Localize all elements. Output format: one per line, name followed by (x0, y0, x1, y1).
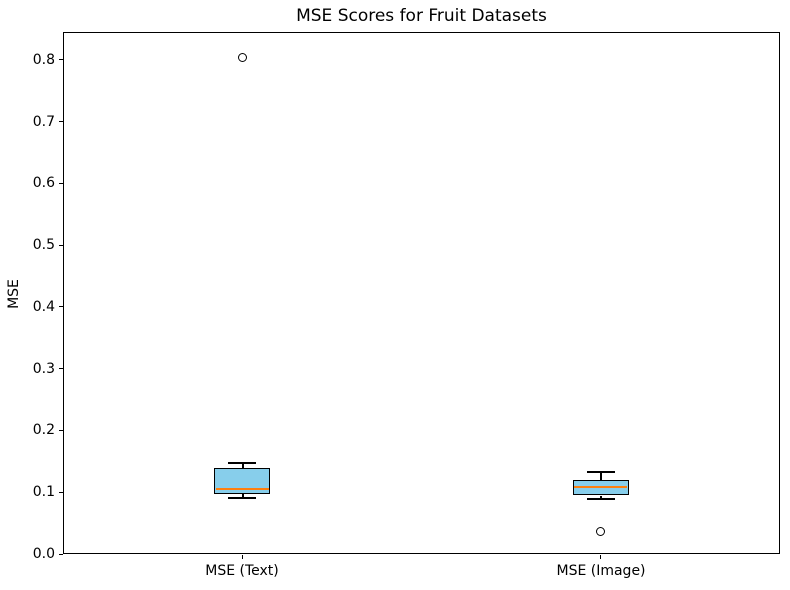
y-tick-label: 0.6 (32, 175, 55, 191)
y-tick-label: 0.0 (32, 546, 55, 562)
x-tick-label: MSE (Image) (556, 563, 646, 579)
median-line-mse-text (216, 488, 269, 490)
y-tick-mark (59, 492, 63, 494)
y-tick-mark (59, 59, 63, 61)
outlier-point-mse-text (238, 53, 247, 62)
whisker-cap-lower-mse-image (587, 498, 615, 500)
whisker-lower-mse-text (242, 494, 244, 498)
whisker-upper-mse-text (242, 463, 244, 468)
y-tick-label: 0.1 (32, 484, 55, 500)
y-tick-mark (59, 430, 63, 432)
y-tick-label: 0.2 (32, 422, 55, 438)
y-tick-label: 0.4 (32, 299, 55, 315)
whisker-cap-upper-mse-text (228, 462, 256, 464)
y-tick-label: 0.5 (32, 237, 55, 253)
chart-title: MSE Scores for Fruit Datasets (296, 6, 547, 26)
box-mse-text (214, 468, 270, 494)
whisker-lower-mse-image (600, 496, 602, 499)
y-tick-mark (59, 183, 63, 185)
whisker-upper-mse-image (600, 472, 602, 481)
y-tick-mark (59, 306, 63, 308)
y-tick-mark (59, 245, 63, 247)
y-tick-label: 0.7 (32, 114, 55, 130)
y-axis-label: MSE (6, 279, 22, 309)
x-tick-mark (242, 555, 244, 559)
outlier-point-mse-image (596, 527, 605, 536)
y-tick-mark (59, 368, 63, 370)
x-tick-mark (600, 555, 602, 559)
median-line-mse-image (574, 486, 627, 488)
x-tick-label: MSE (Text) (205, 563, 279, 579)
y-tick-mark (59, 554, 63, 556)
y-tick-mark (59, 121, 63, 123)
y-tick-label: 0.3 (32, 361, 55, 377)
y-tick-label: 0.8 (32, 52, 55, 68)
plot-area (63, 32, 780, 554)
whisker-cap-lower-mse-text (228, 497, 256, 499)
whisker-cap-upper-mse-image (587, 471, 615, 473)
